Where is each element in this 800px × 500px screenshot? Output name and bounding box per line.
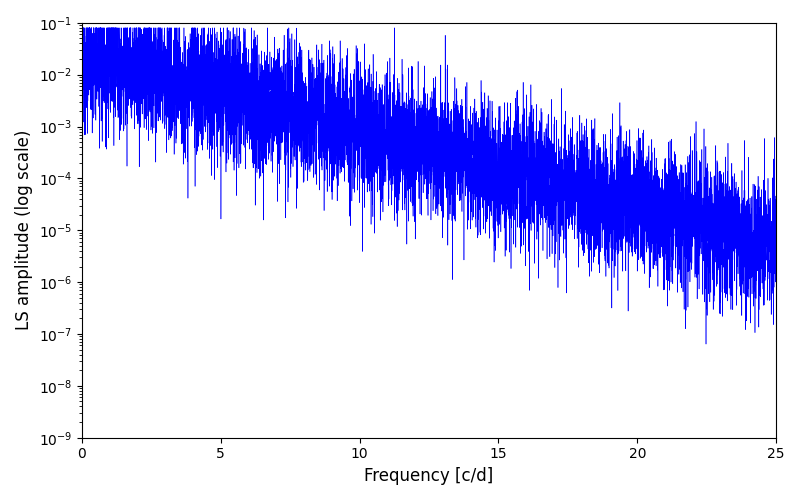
Y-axis label: LS amplitude (log scale): LS amplitude (log scale) bbox=[15, 130, 33, 330]
X-axis label: Frequency [c/d]: Frequency [c/d] bbox=[364, 467, 494, 485]
